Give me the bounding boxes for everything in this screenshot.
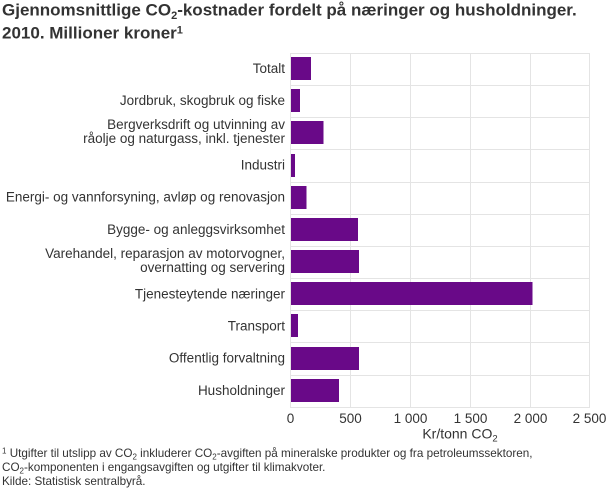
svg-text:1 500: 1 500 <box>454 411 488 426</box>
svg-text:500: 500 <box>339 411 362 426</box>
svg-text:Offentlig forvaltning: Offentlig forvaltning <box>169 351 285 366</box>
svg-text:Bergverksdrift og utvinning av: Bergverksdrift og utvinning av <box>107 117 285 132</box>
svg-text:2 500: 2 500 <box>573 411 607 426</box>
svg-text:1 000: 1 000 <box>394 411 428 426</box>
svg-text:Bygge- og anleggsvirksomhet: Bygge- og anleggsvirksomhet <box>107 222 285 237</box>
svg-text:CO2-komponenten i engangsavgif: CO2-komponenten i engangsavgiften og utg… <box>2 461 325 476</box>
svg-text:Tjenesteytende næringer: Tjenesteytende næringer <box>135 286 286 301</box>
svg-text:Kilde: Statistisk sentralbyrå.: Kilde: Statistisk sentralbyrå. <box>2 475 146 488</box>
svg-text:1 Utgifter til utslipp av CO2: 1 Utgifter til utslipp av CO2 inkluderer… <box>2 447 532 462</box>
svg-text:Totalt: Totalt <box>253 61 286 76</box>
svg-text:Varehandel, reparasjon av moto: Varehandel, reparasjon av motorvogner, <box>45 246 285 261</box>
svg-text:råolje og naturgass, inkl. tje: råolje og naturgass, inkl. tjenester <box>83 131 285 146</box>
svg-text:0: 0 <box>287 411 295 426</box>
svg-text:Transport: Transport <box>228 318 286 333</box>
svg-text:Jordbruk, skogbruk og fiske: Jordbruk, skogbruk og fiske <box>120 93 285 108</box>
svg-text:Husholdninger: Husholdninger <box>198 383 286 398</box>
svg-text:2010. Millioner kroner1: 2010. Millioner kroner1 <box>2 24 183 43</box>
svg-text:Industri: Industri <box>241 157 285 172</box>
svg-text:overnatting og servering: overnatting og servering <box>140 260 285 275</box>
svg-text:Energi- og vannforsyning, avlø: Energi- og vannforsyning, avløp og renov… <box>6 190 285 205</box>
svg-text:2 000: 2 000 <box>514 411 548 426</box>
svg-text:Gjennomsnittlige CO2-kostnader: Gjennomsnittlige CO2-kostnader fordelt p… <box>2 1 577 23</box>
svg-text:Kr/tonn CO2: Kr/tonn CO2 <box>422 426 497 445</box>
